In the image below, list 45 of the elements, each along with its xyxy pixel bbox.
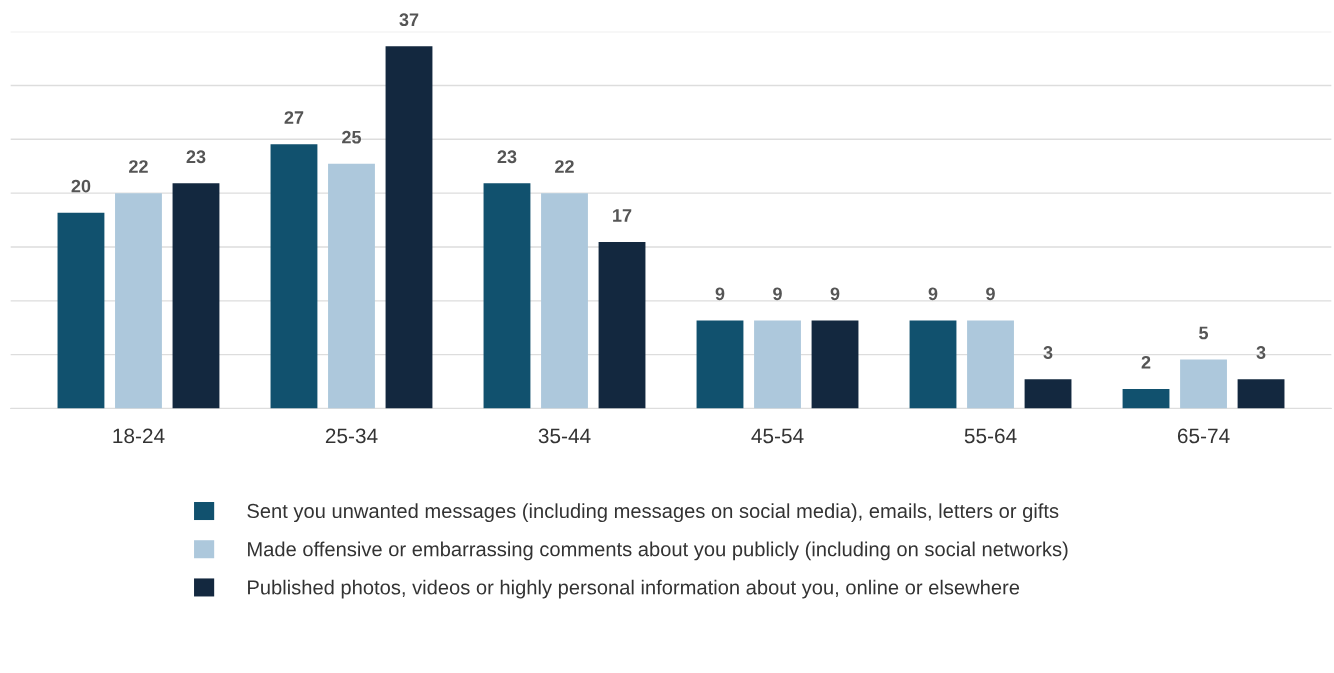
data-label: 20 (71, 179, 91, 193)
data-label: 2 (1141, 355, 1151, 369)
bar (1122, 388, 1170, 409)
legend-label: Made offensive or embarrassing comments about you publicly (including on social networks) (248, 541, 1068, 561)
legend-label: Published photos, videos or highly personal information about you, online or elsewhere (248, 579, 1020, 599)
data-label: 22 (555, 160, 574, 173)
data-label: 22 (129, 160, 148, 173)
x-tick-label: 65-74 (1177, 428, 1230, 444)
data-label: 9 (773, 287, 782, 301)
data-label: 23 (186, 150, 206, 164)
bar (328, 163, 375, 409)
legend-label: Sent you unwanted messages (including messages on social media), emails, letters or gifts (247, 503, 1059, 523)
bar (1180, 359, 1227, 409)
bar (385, 46, 433, 409)
data-label: 25 (342, 130, 362, 144)
x-tick-label: 25-34 (325, 428, 378, 444)
data-label: 23 (497, 150, 517, 164)
data-label: 37 (399, 13, 419, 27)
data-label: 9 (928, 287, 938, 301)
bar (541, 193, 588, 409)
data-label: 3 (1043, 346, 1053, 359)
bar (967, 320, 1014, 409)
x-tick-label: 35-44 (538, 428, 591, 444)
bar (1237, 379, 1285, 409)
data-label: 3 (1256, 346, 1266, 359)
bar (696, 320, 744, 409)
data-label: 17 (613, 209, 632, 222)
data-label: 5 (1199, 326, 1209, 340)
bar (754, 320, 801, 409)
x-tick-label: 45-54 (751, 428, 804, 444)
data-label: 9 (986, 287, 995, 301)
bar (115, 193, 162, 409)
x-tick-label: 18-24 (113, 428, 165, 444)
bar (811, 320, 859, 409)
bar (598, 242, 646, 409)
bar (57, 212, 105, 409)
bar (909, 320, 957, 409)
x-tick-label: 55-64 (964, 428, 1017, 444)
bar (172, 183, 220, 409)
bar (270, 144, 318, 409)
data-label: 9 (715, 287, 725, 301)
bar (483, 183, 531, 409)
data-label: 27 (284, 111, 304, 124)
bar (1024, 379, 1072, 409)
data-label: 9 (830, 287, 840, 301)
